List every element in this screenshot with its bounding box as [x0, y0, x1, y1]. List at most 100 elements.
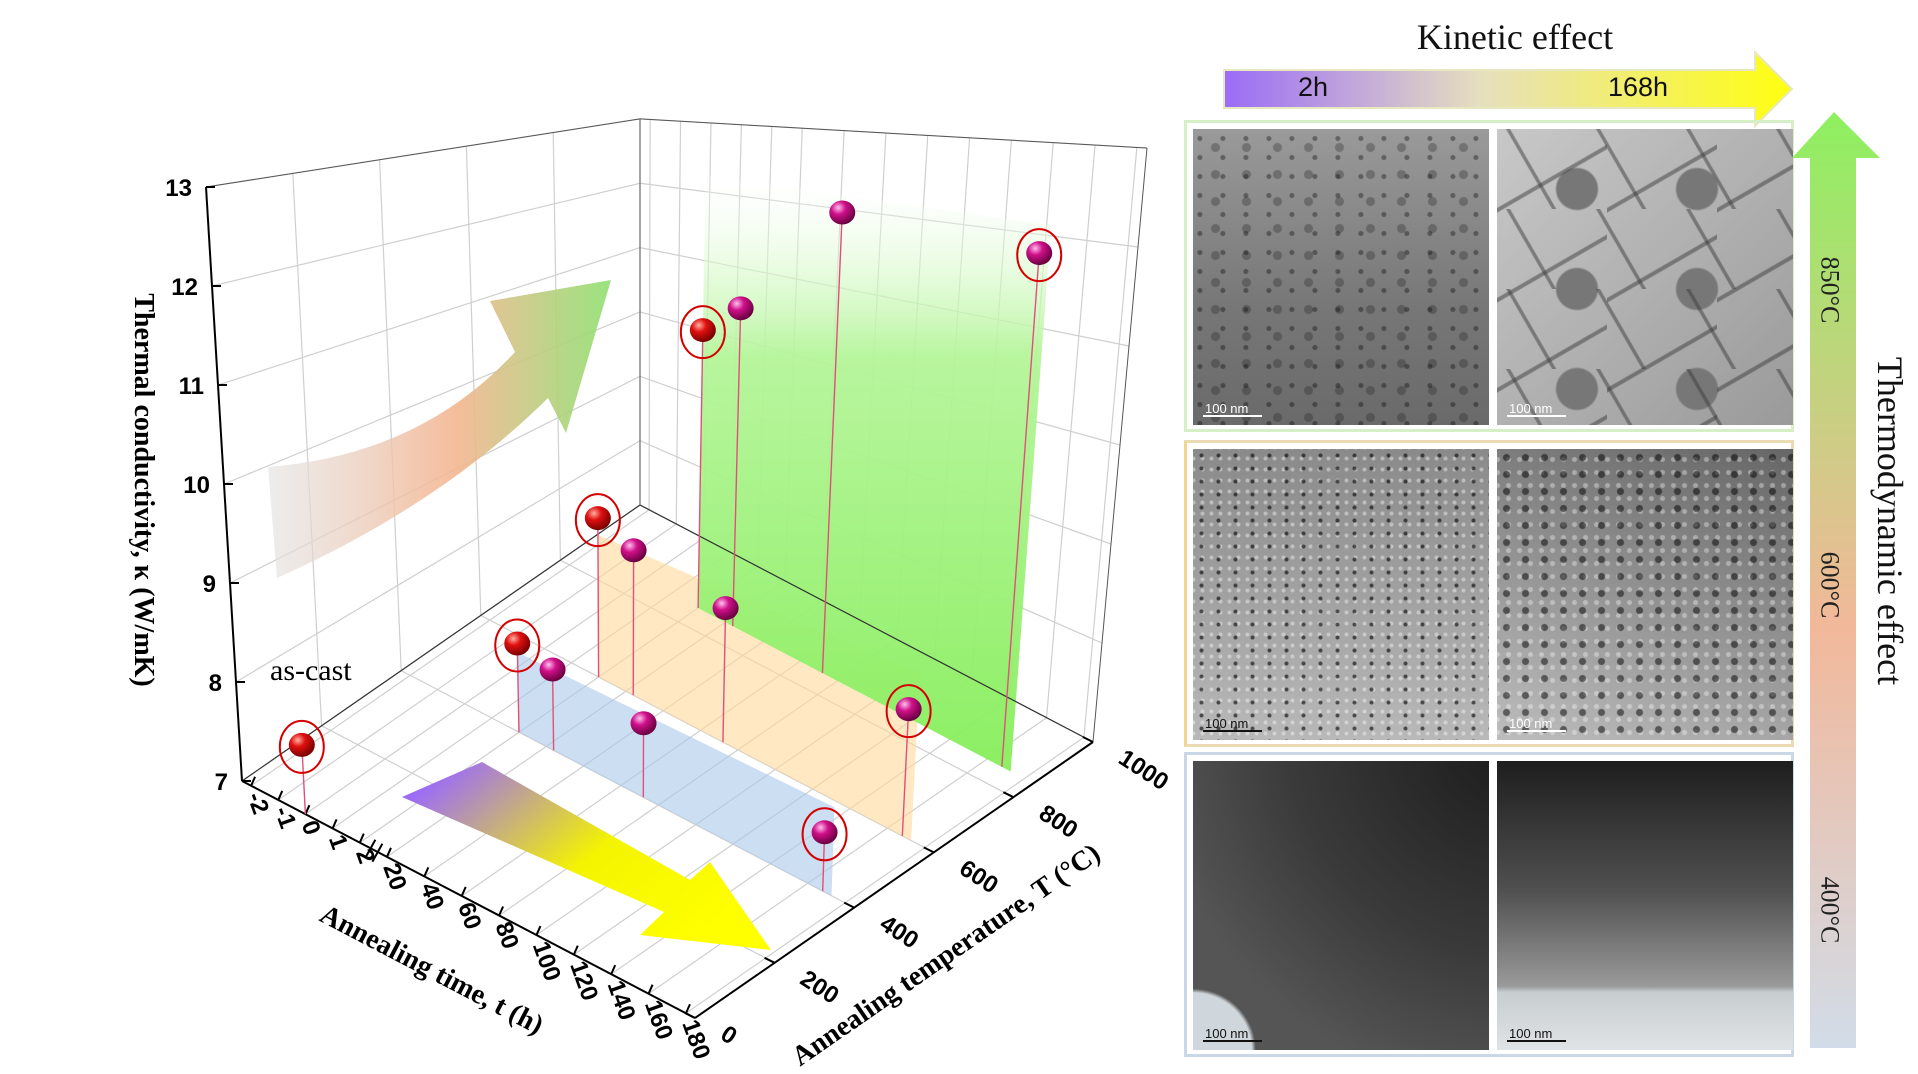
time-tick-label: 80 — [489, 918, 524, 952]
time-tick — [423, 866, 430, 877]
temperature-planes — [517, 175, 1052, 896]
box-edge-line — [639, 118, 1148, 149]
temperature-plane-400 — [517, 652, 835, 896]
time-tick — [685, 1003, 691, 1014]
wall-grid-line — [292, 173, 323, 726]
wall-grid-line — [1045, 144, 1096, 718]
highlight-circle — [1016, 228, 1063, 283]
data-point-stem — [516, 643, 520, 733]
floor-grid-line — [480, 614, 935, 853]
wall-grid-line — [211, 182, 641, 287]
as-cast-annotation: as-cast — [270, 654, 352, 687]
data-point-stem — [821, 212, 843, 674]
time-tick — [304, 804, 311, 815]
scale-bar: 100 nm — [1507, 717, 1567, 732]
data-point-sphere — [539, 657, 566, 682]
wall-grid-line — [465, 146, 482, 616]
data-point-sphere — [829, 200, 856, 225]
kinetic-end-label: 168h — [1608, 72, 1669, 102]
data-point-stem — [722, 608, 727, 743]
tem-image-850c-2h: 100 nm — [1193, 129, 1489, 425]
time-tick-label: 20 — [377, 860, 412, 894]
micrograph-row-600c: 100 nm 100 nm — [1184, 440, 1794, 747]
axis-break-mark — [364, 839, 377, 859]
time-tick — [572, 945, 579, 956]
tem-image-600c-168h: 100 nm — [1497, 449, 1793, 740]
temperature-plane-600 — [597, 534, 920, 841]
thermodynamic-arrow — [1792, 112, 1880, 1048]
temperature-tick-label: 200 — [795, 965, 843, 1009]
temperature-tick — [684, 1012, 696, 1019]
time-tick — [535, 925, 542, 936]
data-point-sphere — [895, 697, 922, 722]
time-tick — [331, 818, 338, 829]
data-point-sphere — [689, 318, 716, 343]
data-point-stem — [551, 669, 555, 751]
data-point-stem — [901, 709, 910, 836]
wall-grid-line — [217, 247, 641, 386]
time-tick — [498, 906, 504, 916]
scale-bar: 100 nm — [1203, 717, 1263, 732]
time-tick-label: 120 — [564, 957, 603, 1004]
scale-bar: 100 nm — [1507, 1027, 1567, 1042]
data-point-stem — [697, 330, 704, 609]
kappa-tick-label: 7 — [215, 769, 228, 796]
kinetic-start-label: 2h — [1298, 72, 1329, 102]
data-point-stem — [597, 518, 600, 678]
time-axis-line — [241, 780, 696, 1019]
kappa-tick-label: 12 — [171, 274, 198, 301]
data-point-sphere — [811, 820, 838, 845]
time-tick — [250, 776, 256, 787]
wall-grid-line — [235, 440, 641, 683]
thermal-conductivity-3d-chart: 78910111213-2-10122040608010012014016018… — [128, 118, 1173, 1073]
kappa-tick-label: 13 — [165, 175, 192, 202]
highlight-circle — [278, 719, 325, 774]
temperature-label-600c: 600°C — [1815, 551, 1845, 619]
highlight-circle — [679, 305, 726, 360]
scale-bar: 100 nm — [1203, 1027, 1263, 1042]
time-tick-label: 180 — [676, 1016, 715, 1063]
temperature-tick — [1002, 791, 1014, 799]
wall-grid-line — [648, 119, 651, 510]
time-tick — [460, 886, 467, 897]
floor-edge-line — [639, 504, 1094, 743]
temperature-tick-label: 1000 — [1114, 744, 1173, 796]
temperature-label-850c: 850°C — [1815, 256, 1845, 324]
tem-image-850c-168h: 100 nm — [1497, 129, 1793, 425]
scale-bar: 100 nm — [1507, 402, 1567, 417]
trend-arrow-thermodynamic — [268, 280, 611, 578]
data-point-stem — [732, 308, 742, 627]
kinetic-effect-title: Kinetic effect — [1416, 17, 1614, 57]
time-tick — [358, 833, 365, 844]
tem-image-400c-168h: 100 nm — [1497, 761, 1793, 1050]
kappa-tick-label: 9 — [203, 571, 216, 598]
temperature-tick — [923, 846, 935, 854]
axis-break-mark — [371, 843, 384, 863]
tem-image-600c-2h: 100 nm — [1193, 449, 1489, 740]
data-point-sphere — [727, 296, 754, 321]
box-edge-line — [1092, 147, 1148, 743]
kappa-tick-label: 10 — [183, 472, 210, 499]
kappa-tick-label: 11 — [179, 373, 204, 400]
time-tick — [647, 984, 654, 995]
temperature-tick — [1082, 736, 1094, 743]
data-point-sphere — [1026, 241, 1053, 266]
data-point-sphere — [620, 538, 647, 563]
scale-bar: 100 nm — [1203, 402, 1263, 417]
temperature-tick-label: 400 — [875, 910, 923, 954]
highlight-circle — [494, 618, 541, 673]
time-tick-label: 140 — [602, 977, 641, 1024]
data-point-stem — [1001, 253, 1040, 767]
wall-grid-line — [1083, 147, 1138, 738]
temperature-tick-label: 600 — [955, 855, 1003, 899]
temperature-plane-850 — [698, 175, 1052, 772]
micrograph-row-850c: 100 nm 100 nm — [1184, 120, 1794, 432]
floor-grid-line — [648, 717, 1047, 995]
temperature-tick-label: 0 — [716, 1020, 742, 1050]
data-point-sphere — [504, 631, 531, 656]
z-axis-label: Thermal conductivity, κ (W/mK) — [128, 293, 159, 687]
kappa-tick-label: 8 — [209, 670, 222, 697]
wall-grid-line — [675, 121, 682, 524]
thermodynamic-effect-title: Thermodynamic effect — [1870, 356, 1910, 686]
